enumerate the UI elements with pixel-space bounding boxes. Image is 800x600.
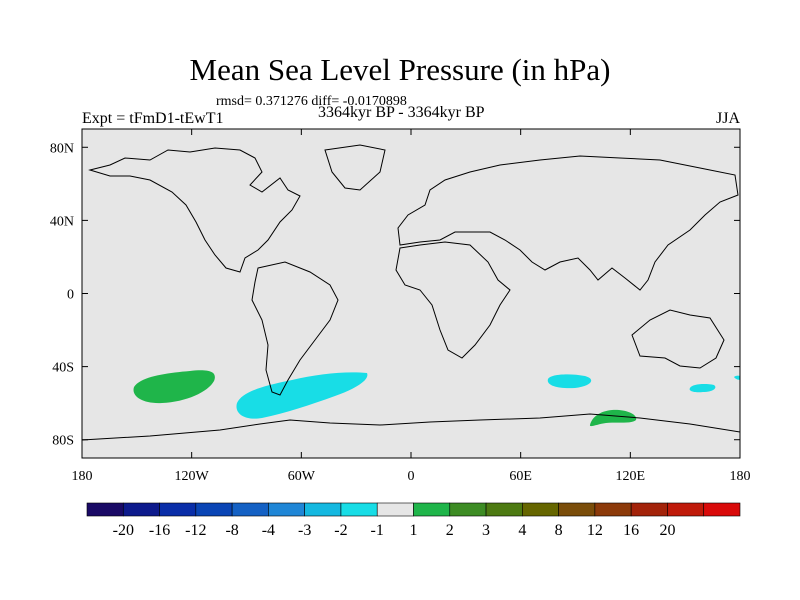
y-tick-label: 40S — [52, 361, 74, 376]
colorbar-box — [485, 502, 523, 517]
y-tick-label: 80N — [50, 141, 74, 156]
colorbar-label: 20 — [659, 522, 675, 539]
anomaly-layer — [133, 370, 740, 427]
chart-title: Mean Sea Level Pressure (in hPa) — [189, 52, 611, 87]
axes: 180 120W 60W 0 60E 120E 180 80N 40N 0 40S 80S — [50, 129, 751, 484]
colorbar-box — [159, 502, 197, 517]
anomaly-negative-drake-passage — [236, 372, 368, 419]
y-tick-label: 0 — [67, 288, 74, 303]
colorbar-label: 2 — [446, 522, 454, 539]
colorbar-box — [304, 502, 342, 517]
colorbar-label: 8 — [555, 522, 563, 539]
colorbar-label: 12 — [587, 522, 603, 539]
coastlines — [82, 144, 740, 441]
anomaly-positive-antarctic — [589, 409, 637, 427]
x-tick-label: 0 — [408, 469, 415, 484]
colorbar-box — [195, 502, 233, 517]
colorbar-box — [122, 502, 160, 517]
colorbar-label: -12 — [185, 522, 206, 539]
anomaly-negative-dateline — [734, 375, 740, 380]
colorbar-label: 1 — [410, 522, 418, 539]
anomaly-positive-south-pacific — [133, 370, 215, 404]
colorbar-box — [86, 502, 124, 517]
anomaly-negative-indian-ocean — [547, 374, 592, 389]
colorbar-label: -8 — [225, 522, 238, 539]
coast-north-america — [88, 147, 301, 273]
colorbar-label: 16 — [623, 522, 639, 539]
coast-africa — [395, 241, 511, 359]
colorbar-label: 3 — [482, 522, 490, 539]
x-tick-label: 180 — [72, 469, 93, 484]
y-tick-label: 40N — [50, 214, 74, 229]
colorbar-box — [594, 502, 632, 517]
colorbar-box — [667, 502, 705, 517]
period-label: 3364kyr BP - 3364kyr BP — [318, 104, 485, 121]
colorbar-box — [558, 502, 596, 517]
colorbar-box — [449, 502, 487, 517]
anomaly-negative-tasman — [689, 384, 716, 393]
coast-greenland — [324, 144, 386, 191]
colorbar-label: -2 — [334, 522, 347, 539]
colorbar-label: 4 — [518, 522, 526, 539]
colorbar-box — [703, 502, 741, 517]
colorbar-label: -20 — [113, 522, 134, 539]
colorbar-label: -4 — [262, 522, 275, 539]
y-tick-label: 80S — [52, 434, 74, 449]
map-background — [82, 129, 740, 458]
x-tick-label: 180 — [730, 469, 751, 484]
colorbar-box — [340, 502, 378, 517]
colorbar-box — [630, 502, 668, 517]
x-tick-label: 60W — [288, 469, 316, 484]
coast-australia — [631, 309, 725, 369]
experiment-label: Expt = tFmD1-tEwT1 — [82, 110, 224, 127]
colorbar-box — [413, 502, 451, 517]
colorbar-label: -3 — [298, 522, 311, 539]
season-label: JJA — [715, 110, 740, 127]
colorbar-box — [376, 502, 414, 517]
x-tick-label: 120E — [616, 469, 646, 484]
colorbar-label: -1 — [371, 522, 384, 539]
colorbar: -20 -16 -12 -8 -4 -3 -2 -1 1 2 3 4 8 12 16 20 — [86, 502, 741, 539]
x-tick-label: 60E — [509, 469, 532, 484]
coast-eurasia — [397, 155, 739, 291]
colorbar-box — [522, 502, 559, 517]
x-tick-label: 120W — [175, 469, 210, 484]
coast-antarctica — [82, 413, 740, 441]
coast-south-america — [251, 261, 339, 396]
colorbar-label: -16 — [149, 522, 170, 539]
stats-text: rmsd= 0.371276 diff= -0.0170898 — [216, 94, 407, 109]
colorbar-box — [231, 502, 269, 517]
colorbar-box — [268, 502, 305, 517]
